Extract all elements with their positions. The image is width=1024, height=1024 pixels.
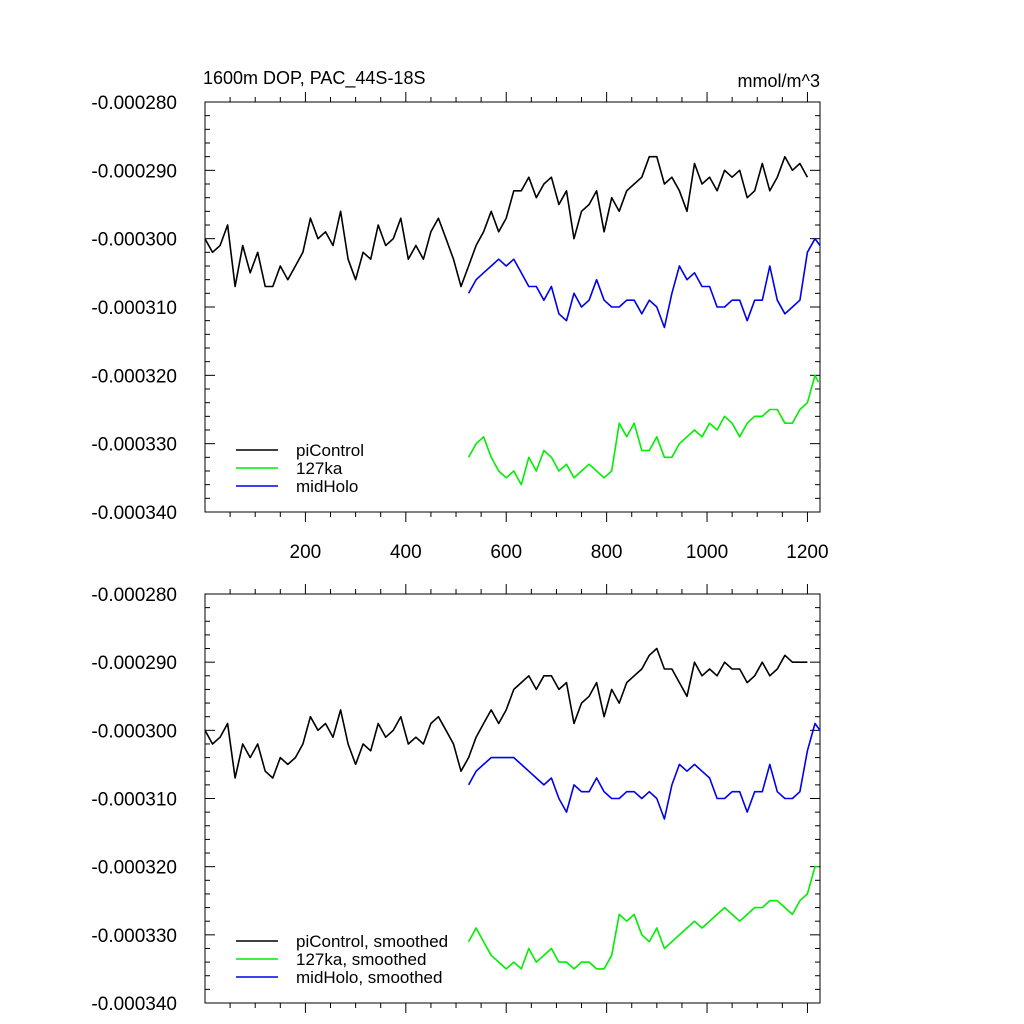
legend-label: piControl, smoothed	[296, 932, 448, 951]
series-line-2	[467, 237, 821, 329]
y-tick-label: -0.000320	[91, 366, 177, 387]
y-tick-label: -0.000300	[91, 721, 177, 742]
series-line-0	[204, 647, 808, 779]
y-tick-label: -0.000290	[91, 161, 177, 182]
series-line-2	[467, 722, 821, 820]
legend-label: 127ka, smoothed	[296, 950, 426, 969]
legend-label: 127ka	[296, 459, 343, 478]
y-tick-label: -0.000280	[91, 93, 177, 114]
series-line-1	[467, 374, 820, 486]
legend-label: midHolo, smoothed	[296, 968, 442, 987]
y-tick-label: -0.000320	[91, 858, 177, 879]
y-tick-label: -0.000330	[91, 435, 177, 456]
x-tick-label: 600	[490, 542, 522, 563]
x-tick-label: 1000	[686, 542, 728, 563]
x-tick-label: 400	[390, 542, 422, 563]
top-panel: -0.000280 -0.000290 -0.000300 -0.000310 -0.0…	[91, 92, 829, 563]
legend-label: midHolo	[296, 477, 358, 496]
y-tick-label: -0.000290	[91, 653, 177, 674]
y-tick-label: -0.000280	[91, 585, 177, 606]
x-tick-label: 1200	[786, 542, 828, 563]
x-tick-label: 800	[591, 542, 623, 563]
legend-label: piControl	[296, 441, 364, 460]
y-tick-label: -0.000340	[91, 994, 177, 1015]
y-tick-label: -0.000330	[91, 926, 177, 947]
figure-title: 1600m DOP, PAC_44S-18S	[203, 68, 425, 89]
y-tick-label: -0.000310	[91, 298, 177, 319]
y-tick-label: -0.000300	[91, 230, 177, 251]
series-line-0	[204, 155, 809, 288]
x-tick-label: 200	[290, 542, 322, 563]
figure-units: mmol/m^3	[738, 71, 820, 91]
y-tick-label: -0.000340	[91, 503, 177, 524]
y-tick-label: -0.000310	[91, 790, 177, 811]
series-line-1	[467, 865, 819, 970]
bottom-panel: -0.000280 -0.000290 -0.000300 -0.000310 -0.0…	[91, 584, 821, 1015]
